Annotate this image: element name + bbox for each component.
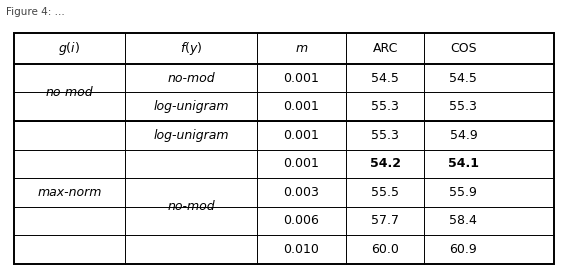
Text: 55.3: 55.3 — [371, 100, 399, 113]
Text: 0.006: 0.006 — [283, 215, 319, 227]
Text: Figure 4: ...: Figure 4: ... — [6, 7, 64, 17]
Text: 54.1: 54.1 — [448, 157, 479, 170]
Text: 0.001: 0.001 — [283, 157, 319, 170]
Text: 0.001: 0.001 — [283, 72, 319, 85]
Text: $f(y)$: $f(y)$ — [179, 40, 202, 57]
Text: 0.010: 0.010 — [283, 243, 319, 256]
Text: ARC: ARC — [373, 42, 398, 55]
Text: 60.9: 60.9 — [449, 243, 477, 256]
Text: 0.001: 0.001 — [283, 100, 319, 113]
Text: max-norm: max-norm — [37, 186, 102, 199]
Text: 55.3: 55.3 — [371, 129, 399, 142]
Text: 0.001: 0.001 — [283, 129, 319, 142]
Text: 0.003: 0.003 — [283, 186, 319, 199]
Text: 55.5: 55.5 — [371, 186, 399, 199]
Text: no-mod: no-mod — [167, 72, 215, 85]
Text: no-mod: no-mod — [45, 86, 93, 99]
Text: 54.5: 54.5 — [449, 72, 477, 85]
Text: no-mod: no-mod — [167, 200, 215, 213]
Text: 57.7: 57.7 — [371, 215, 399, 227]
Text: COS: COS — [450, 42, 477, 55]
Bar — [14, 33, 554, 264]
Text: 54.5: 54.5 — [371, 72, 399, 85]
Text: 55.9: 55.9 — [449, 186, 477, 199]
Text: 55.3: 55.3 — [449, 100, 477, 113]
Text: 60.0: 60.0 — [371, 243, 399, 256]
Text: $m$: $m$ — [295, 42, 308, 55]
Text: log-unigram: log-unigram — [153, 100, 229, 113]
Text: 54.2: 54.2 — [370, 157, 400, 170]
Text: 54.9: 54.9 — [449, 129, 477, 142]
Text: $g(i)$: $g(i)$ — [59, 40, 81, 57]
Text: 58.4: 58.4 — [449, 215, 477, 227]
Text: log-unigram: log-unigram — [153, 129, 229, 142]
